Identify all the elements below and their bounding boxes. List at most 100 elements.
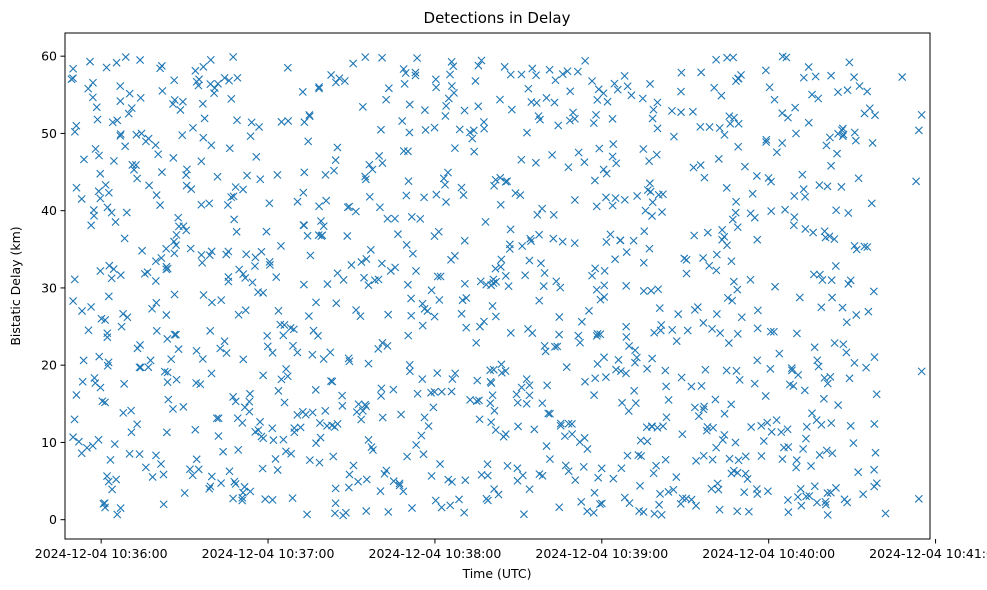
data-point [845,58,854,67]
data-point [491,312,500,321]
data-point [86,57,95,66]
data-point [838,303,847,312]
data-point [731,438,740,447]
data-point [284,116,293,125]
data-point [584,306,593,315]
data-point [137,129,146,138]
data-point [207,247,216,256]
data-point [576,338,585,347]
data-point [198,258,207,267]
data-point [770,95,779,104]
data-point [860,109,869,118]
data-point [178,97,187,106]
data-point [743,474,752,483]
data-point [455,125,464,134]
data-point [808,90,817,99]
data-point [708,324,717,333]
data-point [692,501,701,510]
data-point [608,114,617,123]
data-point [600,293,609,302]
data-point [412,266,421,275]
data-point [655,304,664,313]
data-point [622,248,631,257]
data-point [736,70,745,79]
data-point [823,182,832,191]
data-point [229,52,238,61]
data-point [386,266,395,275]
data-point [368,446,377,454]
data-point [151,277,160,285]
data-point [657,510,666,519]
data-point [279,331,288,340]
data-point [672,473,681,482]
data-point [224,273,233,282]
data-point [170,330,179,339]
data-point [727,257,736,266]
data-point [207,472,216,481]
data-point [699,405,708,414]
data-point [420,304,429,313]
data-point [323,421,332,430]
data-point [767,177,775,186]
data-point [622,281,631,290]
data-point [136,363,145,372]
data-point [92,103,101,112]
data-point [389,385,398,394]
data-point [457,309,466,318]
data-point [213,79,222,88]
data-point [187,185,196,194]
data-point [854,468,863,477]
data-point [243,171,252,180]
data-point [761,392,770,400]
data-point [333,143,342,152]
data-point [116,271,125,280]
data-point [96,194,105,203]
data-point [252,152,261,161]
data-point [778,109,787,118]
data-point [528,329,537,338]
data-point [460,106,469,115]
data-point [535,230,544,239]
data-point [495,95,504,104]
data-point [179,402,188,411]
data-point [724,339,733,348]
data-point [623,451,632,460]
data-point [787,366,796,375]
data-point [132,130,141,139]
data-point [733,223,742,232]
data-point [804,118,813,127]
data-point [539,282,548,291]
data-point [864,307,873,316]
data-point [834,88,842,97]
data-point [855,82,864,91]
data-point [277,375,286,384]
data-point [200,114,209,123]
data-point [544,409,553,418]
data-point [588,271,597,280]
data-point [778,455,787,464]
data-point [300,118,309,127]
data-point [511,189,520,198]
data-point [170,237,178,246]
data-point [447,57,456,66]
data-point [622,322,631,331]
data-point [152,298,161,307]
data-point [361,175,370,184]
data-point [151,141,160,150]
data-point [491,264,500,273]
data-point [850,241,859,250]
data-point [319,222,328,231]
data-point [525,391,534,400]
data-point [152,191,161,200]
data-point [347,261,356,270]
data-point [475,396,484,405]
data-point [600,266,609,275]
data-point [554,121,563,130]
data-point [95,352,104,361]
data-point [207,141,216,150]
data-point [639,145,648,154]
data-point [620,493,629,502]
data-point [475,415,484,424]
data-point [273,170,282,179]
data-point [580,158,589,167]
